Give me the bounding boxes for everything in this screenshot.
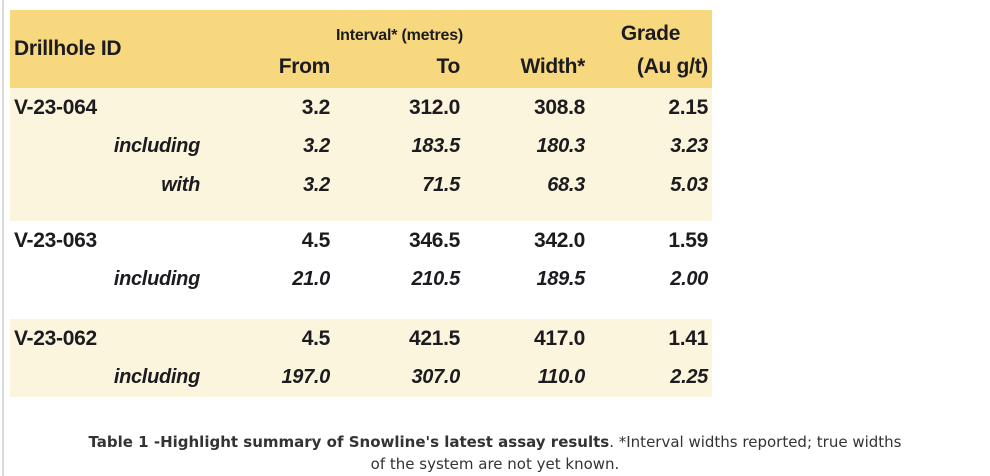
from-cell: 3.2 [301,95,331,119]
table-row: V-23-064 3.2 312.0 308.8 2.15 [10,88,712,127]
width-cell: 110.0 [537,366,585,388]
table-header: Drillhole ID Interval* (metres) Grade Fr… [10,10,712,88]
grade-cell: 3.23 [670,135,708,157]
width-cell: 308.8 [533,95,585,119]
to-cell: 312.0 [408,95,460,119]
grade-cell: 1.41 [668,326,708,350]
group-spacer [10,299,712,319]
caption-regular-text: . *Interval widths reported; true widths [609,433,902,451]
header-drillhole-id: Drillhole ID [14,37,122,60]
from-cell: 21.0 [292,268,330,290]
grade-cell: 2.25 [670,366,708,388]
to-cell: 346.5 [408,228,460,252]
grade-cell: 2.00 [670,268,708,290]
drillhole-id-cell: V-23-063 [14,228,97,252]
caption-line-2: of the system are not yet known. [370,455,620,473]
drillhole-id-cell: with [161,174,200,196]
from-cell: 197.0 [281,366,330,388]
assay-results-table: Drillhole ID Interval* (metres) Grade Fr… [10,10,712,397]
drillhole-id-cell: including [113,135,200,157]
from-cell: 3.2 [303,174,330,196]
drillhole-id-cell: V-23-064 [14,95,97,119]
grade-cell: 2.15 [668,95,708,119]
table-row: with 3.2 71.5 68.3 5.03 [10,166,712,205]
table-caption: Table 1 -Highlight summary of Snowline's… [0,431,990,475]
to-cell: 183.5 [411,135,460,157]
to-cell: 210.5 [411,268,460,290]
header-from: From [278,55,331,78]
caption-line-1: Table 1 -Highlight summary of Snowline's… [0,431,990,453]
left-border-rule [2,0,4,476]
width-cell: 180.3 [536,135,585,157]
drillhole-group-v23062: V-23-062 4.5 421.5 417.0 1.41 including … [10,319,712,397]
table-row: V-23-062 4.5 421.5 417.0 1.41 [10,319,712,358]
header-width: Width* [520,55,586,78]
table-row: including 21.0 210.5 189.5 2.00 [10,260,712,299]
to-cell: 71.5 [422,174,460,196]
width-cell: 68.3 [547,174,585,196]
drillhole-id-cell: V-23-062 [14,326,97,350]
to-cell: 421.5 [408,326,460,350]
from-cell: 4.5 [301,326,331,350]
from-cell: 3.2 [303,135,330,157]
to-cell: 307.0 [411,366,460,388]
width-cell: 342.0 [533,228,585,252]
header-grade: Grade [620,22,681,45]
drillhole-id-cell: including [113,268,200,290]
drillhole-group-v23063: V-23-063 4.5 346.5 342.0 1.59 including … [10,221,712,319]
from-cell: 4.5 [301,228,331,252]
grade-cell: 1.59 [668,228,708,252]
table-row: including 3.2 183.5 180.3 3.23 [10,127,712,166]
header-interval-group: Interval* (metres) [335,27,464,44]
drillhole-group-v23064: V-23-064 3.2 312.0 308.8 2.15 including … [10,88,712,221]
table-row: including 197.0 307.0 110.0 2.25 [10,358,712,397]
header-grade-unit: (Au g/t) [636,55,708,78]
width-cell: 417.0 [533,326,585,350]
grade-cell: 5.03 [670,174,708,196]
table-row: V-23-063 4.5 346.5 342.0 1.59 [10,221,712,260]
header-to: To [436,55,461,78]
width-cell: 189.5 [536,268,585,290]
group-spacer [10,205,712,221]
drillhole-id-cell: including [113,366,200,388]
caption-bold-text: Table 1 -Highlight summary of Snowline's… [88,433,610,451]
